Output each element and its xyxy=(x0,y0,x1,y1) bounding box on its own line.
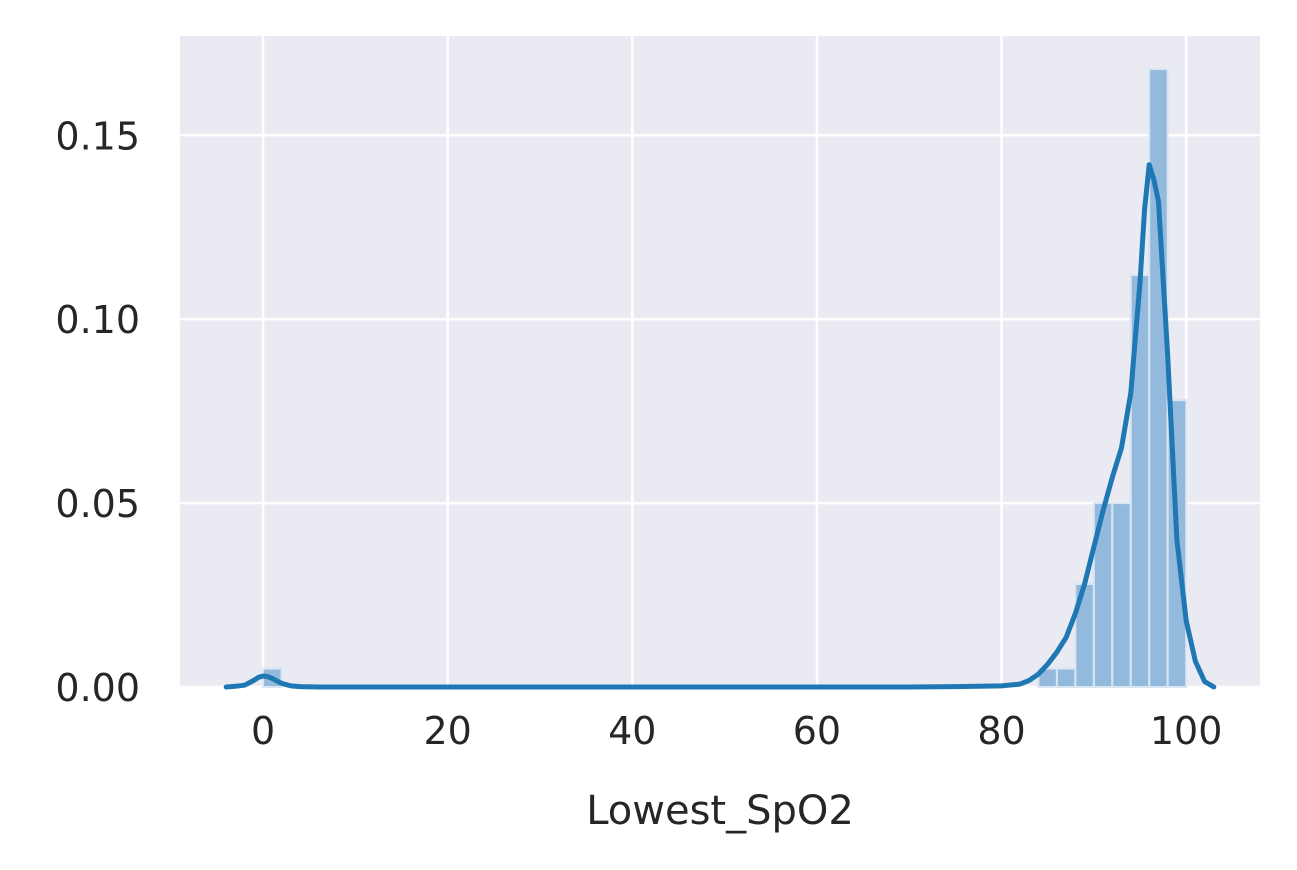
plot-background xyxy=(180,36,1260,687)
x-tick-label: 40 xyxy=(608,709,656,753)
y-tick-label: 0.15 xyxy=(55,114,140,158)
x-tick-label: 0 xyxy=(251,709,275,753)
x-tick-label: 60 xyxy=(793,709,841,753)
x-axis-ticks: 0 20 40 60 80 100 xyxy=(251,709,1222,753)
histogram-bars xyxy=(262,68,1188,689)
x-tick-label: 100 xyxy=(1150,709,1223,753)
histogram-bar xyxy=(1055,667,1077,688)
y-tick-label: 0.10 xyxy=(55,298,140,342)
y-tick-label: 0.05 xyxy=(55,482,140,526)
x-axis-label: Lowest_SpO2 xyxy=(586,788,854,834)
y-axis-ticks: 0.00 0.05 0.10 0.15 xyxy=(55,114,140,710)
histogram-bar xyxy=(1148,68,1169,689)
histogram-bar xyxy=(1111,502,1132,688)
y-tick-label: 0.00 xyxy=(55,666,140,710)
kde-line xyxy=(223,162,1217,690)
x-tick-label: 80 xyxy=(977,709,1025,753)
x-tick-label: 20 xyxy=(424,709,472,753)
